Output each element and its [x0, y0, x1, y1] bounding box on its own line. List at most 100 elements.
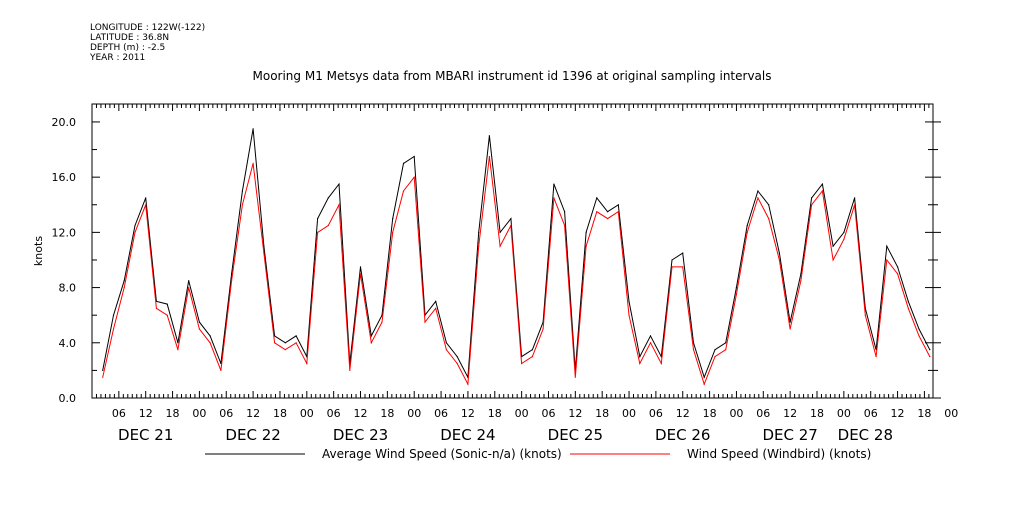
data-point-windbird: [671, 266, 673, 268]
data-point-windbird: [488, 155, 490, 158]
data-point-sonic: [821, 183, 824, 185]
data-point-sonic: [907, 300, 909, 302]
data-point-sonic: [628, 300, 630, 302]
x-hour-tick-label: 00: [729, 407, 743, 420]
data-point-windbird: [102, 376, 104, 378]
data-point-windbird: [542, 328, 544, 330]
data-point-sonic: [209, 335, 211, 337]
y-tick-label: 8.0: [59, 282, 77, 295]
data-point-windbird: [317, 231, 319, 233]
legend: Average Wind Speed (Sonic-n/a) (knots) W…: [205, 447, 871, 461]
data-point-sonic: [166, 303, 168, 305]
data-point-sonic: [295, 335, 297, 337]
data-point-windbird: [553, 197, 555, 199]
data-point-sonic: [564, 211, 566, 213]
data-point-sonic: [617, 204, 619, 206]
data-point-windbird: [499, 245, 501, 247]
x-day-label: DEC 23: [333, 426, 388, 444]
data-point-sonic: [488, 135, 490, 137]
data-point-windbird: [252, 162, 254, 164]
data-point-sonic: [284, 342, 286, 344]
data-point-sonic: [639, 356, 641, 358]
data-point-sonic: [531, 349, 534, 351]
data-point-sonic: [725, 342, 727, 344]
data-point-sonic: [832, 245, 834, 247]
x-hour-tick-label: 06: [327, 407, 341, 420]
data-point-sonic: [682, 252, 684, 254]
data-point-sonic: [714, 349, 716, 351]
x-day-label: DEC 21: [118, 426, 173, 444]
data-point-windbird: [209, 342, 211, 344]
data-point-windbird: [854, 204, 856, 206]
y-tick-label: 0.0: [59, 392, 77, 405]
data-point-sonic: [746, 224, 748, 227]
data-point-sonic: [843, 231, 845, 233]
y-tick-label: 4.0: [59, 337, 77, 350]
data-point-windbird: [112, 328, 115, 330]
data-point-sonic: [811, 197, 813, 199]
data-point-windbird: [134, 231, 136, 233]
axis-layer: 06 12 18 00 06 12 18 00 06 12 18 00 06 12 18 00 06 12 18 00…: [52, 104, 958, 444]
data-point-sonic: [596, 197, 598, 199]
x-hour-tick-label: 00: [407, 407, 421, 420]
data-point-windbird: [596, 211, 598, 213]
data-point-windbird: [424, 321, 426, 323]
data-point-windbird: [875, 356, 877, 358]
data-point-sonic: [789, 321, 791, 323]
x-day-label: DEC 27: [762, 426, 817, 444]
data-point-windbird: [338, 204, 340, 206]
data-point-sonic: [897, 266, 899, 268]
y-tick-label: 12.0: [52, 226, 77, 239]
metadata-block: LONGITUDE : 122W(-122) LATITUDE : 36.8N …: [89, 23, 205, 63]
data-point-sonic: [671, 259, 673, 261]
x-hour-tick-label: 18: [488, 407, 502, 420]
data-point-sonic: [854, 197, 856, 199]
data-point-windbird: [392, 231, 394, 233]
data-point-windbird: [478, 245, 480, 247]
data-point-windbird: [155, 307, 157, 309]
data-point-windbird: [241, 204, 243, 206]
data-point-sonic: [607, 211, 609, 213]
data-point-windbird: [349, 369, 351, 371]
data-point-sonic: [478, 231, 480, 233]
data-point-windbird: [220, 369, 222, 371]
data-point-windbird: [370, 342, 372, 344]
meta-year: YEAR : 2011: [89, 53, 145, 63]
data-point-sonic: [145, 197, 147, 199]
data-point-windbird: [789, 328, 791, 330]
x-hour-tick-label: 00: [192, 407, 206, 420]
data-point-sonic: [370, 335, 372, 337]
data-point-windbird: [531, 356, 534, 358]
x-hour-tick-label: 06: [756, 407, 770, 420]
data-point-windbird: [456, 362, 458, 365]
data-point-windbird: [800, 280, 802, 282]
x-hour-tick-label: 18: [595, 407, 609, 420]
data-point-sonic: [338, 183, 340, 185]
data-point-windbird: [467, 383, 469, 385]
y-tick-label: 20.0: [52, 116, 77, 129]
data-point-sonic: [585, 231, 587, 233]
x-hour-tick-label: 12: [139, 407, 153, 420]
data-point-windbird: [359, 273, 362, 275]
x-hour-tick-label: 12: [354, 407, 368, 420]
data-point-sonic: [918, 328, 920, 330]
data-point-sonic: [231, 273, 233, 275]
data-point-sonic: [102, 369, 104, 371]
data-point-windbird: [692, 349, 695, 351]
meta-latitude: LATITUDE : 36.8N: [90, 33, 169, 43]
data-point-windbird: [445, 349, 447, 351]
x-hour-tick-label: 12: [246, 407, 260, 420]
data-point-windbird: [778, 259, 781, 261]
data-point-windbird: [263, 252, 265, 254]
x-hour-tick-label: 12: [891, 407, 905, 420]
legend-label-sonic: Average Wind Speed (Sonic-n/a) (knots): [322, 447, 562, 461]
x-hour-tick-label: 06: [864, 407, 878, 420]
legend-label-windbird: Wind Speed (Windbird) (knots): [687, 447, 871, 461]
data-point-windbird: [735, 293, 738, 296]
x-hour-tick-label: 06: [112, 407, 126, 420]
data-point-sonic: [456, 356, 458, 358]
data-point-windbird: [649, 342, 652, 344]
data-point-sonic: [123, 280, 125, 282]
x-hour-tick-label: 00: [944, 407, 958, 420]
data-point-sonic: [510, 218, 512, 220]
